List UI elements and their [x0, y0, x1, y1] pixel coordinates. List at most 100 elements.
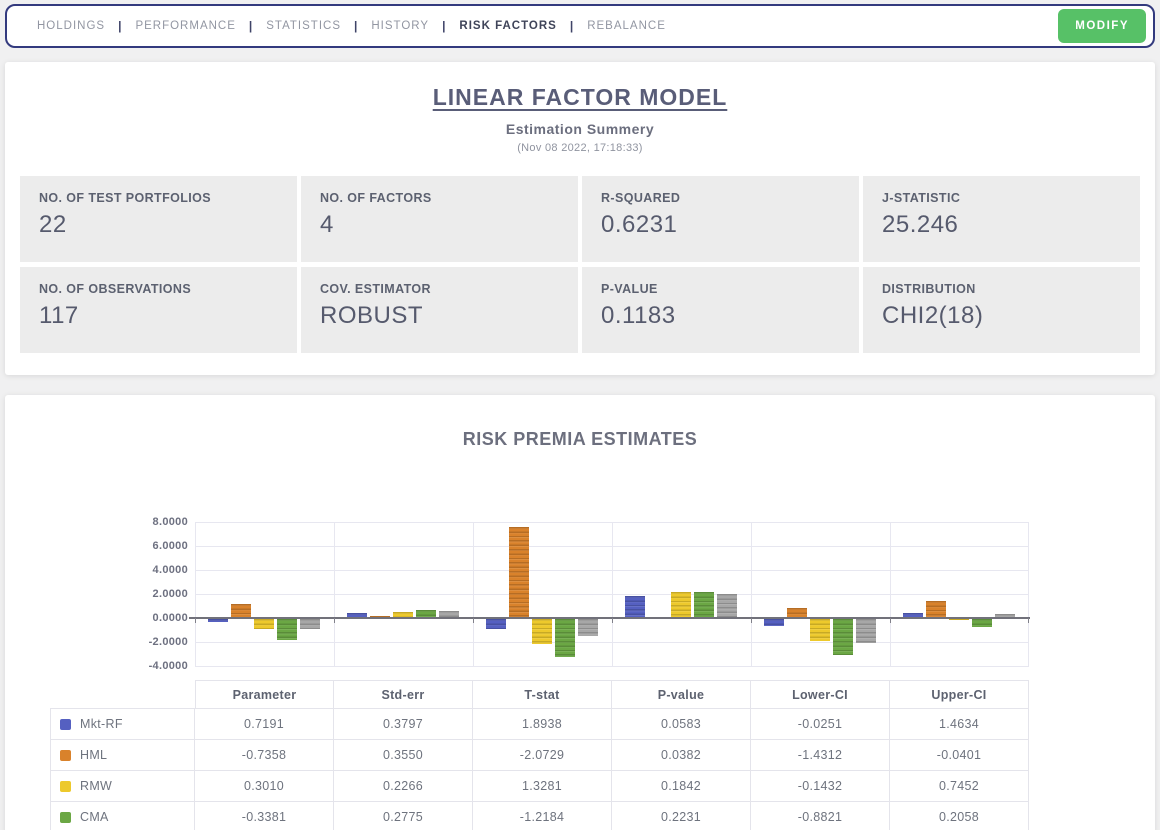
bar-series-5-upper-ci [995, 613, 1015, 618]
tab-separator: | [442, 19, 447, 33]
gridline-h [195, 666, 1029, 667]
bar-rmw-upper-ci [949, 619, 969, 621]
stat-tile-r-squared: R-SQUARED 0.6231 [582, 176, 859, 262]
gridline-v [334, 522, 335, 666]
table-cell: -0.1432 [751, 771, 890, 802]
axis-tick [890, 618, 891, 623]
legend-swatch-mkt-rf [60, 718, 71, 730]
stat-grid: NO. OF TEST PORTFOLIOS 22 NO. OF FACTORS 4 R… [20, 176, 1140, 353]
y-tick-label: 0.0000 [152, 612, 188, 624]
tab-statistics[interactable]: STATISTICS [266, 20, 341, 32]
table-cell: -0.3381 [195, 802, 334, 830]
table-cell: 0.2231 [612, 802, 751, 830]
bar-mkt-rf-t-stat [486, 619, 506, 630]
table-cell: -0.7358 [195, 740, 334, 771]
axis-tick [751, 618, 752, 623]
bar-cma-p-value [694, 591, 714, 618]
factor-name: CMA [80, 810, 109, 824]
table-cell: 0.3550 [334, 740, 473, 771]
y-tick-label: -4.0000 [148, 660, 188, 672]
top-nav: HOLDINGS | PERFORMANCE | STATISTICS | HISTORY |… [5, 4, 1155, 48]
bar-rmw-p-value [671, 592, 691, 618]
bar-hml-std-err [370, 615, 390, 618]
table-cell: 0.3797 [334, 709, 473, 740]
table-cell: 0.1842 [612, 771, 751, 802]
legend-cell: RMW [50, 771, 195, 802]
stat-value: 22 [39, 211, 67, 238]
legend-cell: CMA [50, 802, 195, 830]
stat-label: NO. OF TEST PORTFOLIOS [39, 191, 211, 205]
stat-label: P-VALUE [601, 282, 658, 296]
legend-swatch-rmw [60, 780, 71, 792]
y-tick-label: -2.0000 [148, 636, 188, 648]
stat-label: DISTRIBUTION [882, 282, 976, 296]
bar-mkt-rf-parameter [208, 619, 228, 622]
y-tick-label: 6.0000 [152, 540, 188, 552]
tab-holdings[interactable]: HOLDINGS [37, 20, 106, 32]
factor-name: HML [80, 748, 108, 762]
table-cell: 1.8938 [473, 709, 612, 740]
tab-risk-factors[interactable]: RISK FACTORS [459, 20, 557, 32]
table-cell: 1.4634 [890, 709, 1029, 740]
table-cell: -1.4312 [751, 740, 890, 771]
stat-tile-cov-estimator: COV. ESTIMATOR ROBUST [301, 267, 578, 353]
stat-value: ROBUST [320, 302, 424, 329]
stat-label: J-STATISTIC [882, 191, 961, 205]
axis-tick [195, 618, 196, 623]
bar-series-5-t-stat [578, 619, 598, 636]
bar-cma-t-stat [555, 619, 575, 657]
axis-tick [612, 618, 613, 623]
stat-tile-no-of-test-portfolios: NO. OF TEST PORTFOLIOS 22 [20, 176, 297, 262]
bar-hml-lower-ci [787, 608, 807, 618]
gridline-v [612, 522, 613, 666]
stat-tile-no-of-factors: NO. OF FACTORS 4 [301, 176, 578, 262]
stat-value: 4 [320, 211, 334, 238]
table-cell: 0.2775 [334, 802, 473, 830]
tab-history[interactable]: HISTORY [371, 20, 430, 32]
stat-label: R-SQUARED [601, 191, 681, 205]
page-title: LINEAR FACTOR MODEL [432, 84, 728, 110]
y-tick-label: 4.0000 [152, 564, 188, 576]
chart-title: RISK PREMIA ESTIMATES [462, 429, 698, 449]
axis-tick [334, 618, 335, 623]
table-cell: -2.0729 [473, 740, 612, 771]
bar-cma-lower-ci [833, 619, 853, 655]
stat-label: NO. OF OBSERVATIONS [39, 282, 192, 296]
chart-plot [189, 522, 1030, 667]
table-row-cma: CMA -0.3381 0.2775 -1.2184 0.2231 -0.8821 0.20… [50, 802, 1030, 830]
gridline-h [189, 617, 1030, 619]
bar-cma-upper-ci [972, 619, 992, 628]
table-cell: 0.7191 [195, 709, 334, 740]
legend-cell: Mkt-RF [50, 709, 195, 740]
stat-value: 25.246 [882, 211, 959, 238]
column-header-std-err: Std-err [334, 680, 473, 709]
tab-separator: | [248, 19, 254, 33]
column-header-p-value: P-value [612, 680, 751, 709]
stat-tile-no-of-observations: NO. OF OBSERVATIONS 117 [20, 267, 297, 353]
bar-hml-t-stat [509, 526, 529, 618]
bar-series-5-p-value [717, 594, 737, 618]
factor-name: RMW [80, 779, 113, 793]
bar-series-5-parameter [300, 619, 320, 629]
y-axis: 8.0000 6.0000 4.0000 2.0000 0.0000 -2.0000 -4.… [5, 516, 188, 672]
table-cell: 1.3281 [473, 771, 612, 802]
tab-rebalance[interactable]: REBALANCE [587, 20, 666, 32]
bar-cma-parameter [277, 619, 297, 640]
modify-button[interactable]: MODIFY [1058, 9, 1146, 43]
bar-hml-upper-ci [926, 601, 946, 618]
stat-value: 117 [39, 302, 79, 329]
stat-label: NO. OF FACTORS [320, 191, 432, 205]
table-cell: -1.2184 [473, 802, 612, 830]
tab-performance[interactable]: PERFORMANCE [135, 20, 236, 32]
bar-series-5-std-err [439, 610, 459, 618]
stat-tile-p-value: P-VALUE 0.1183 [582, 267, 859, 353]
bar-mkt-rf-upper-ci [903, 613, 923, 618]
legend-cell: HML [50, 740, 195, 771]
bar-rmw-lower-ci [810, 619, 830, 641]
tab-separator: | [118, 19, 123, 33]
bar-hml-parameter [231, 604, 251, 618]
column-header-parameter: Parameter [195, 680, 334, 709]
estimates-table: Parameter Std-err T-stat P-value Lower-CI Upp… [50, 680, 1030, 830]
y-tick-label: 8.0000 [152, 516, 188, 528]
table-cell: 0.7452 [890, 771, 1029, 802]
